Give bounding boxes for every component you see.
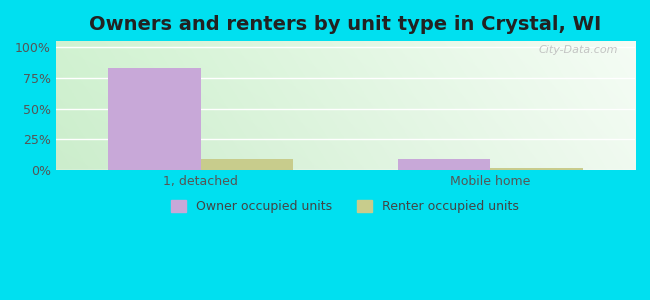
Bar xyxy=(108,68,201,170)
Title: Owners and renters by unit type in Crystal, WI: Owners and renters by unit type in Cryst… xyxy=(89,15,601,34)
Bar xyxy=(201,159,293,170)
Legend: Owner occupied units, Renter occupied units: Owner occupied units, Renter occupied un… xyxy=(166,195,525,218)
Text: City-Data.com: City-Data.com xyxy=(538,45,617,55)
Bar xyxy=(398,159,490,170)
Bar xyxy=(490,168,583,170)
